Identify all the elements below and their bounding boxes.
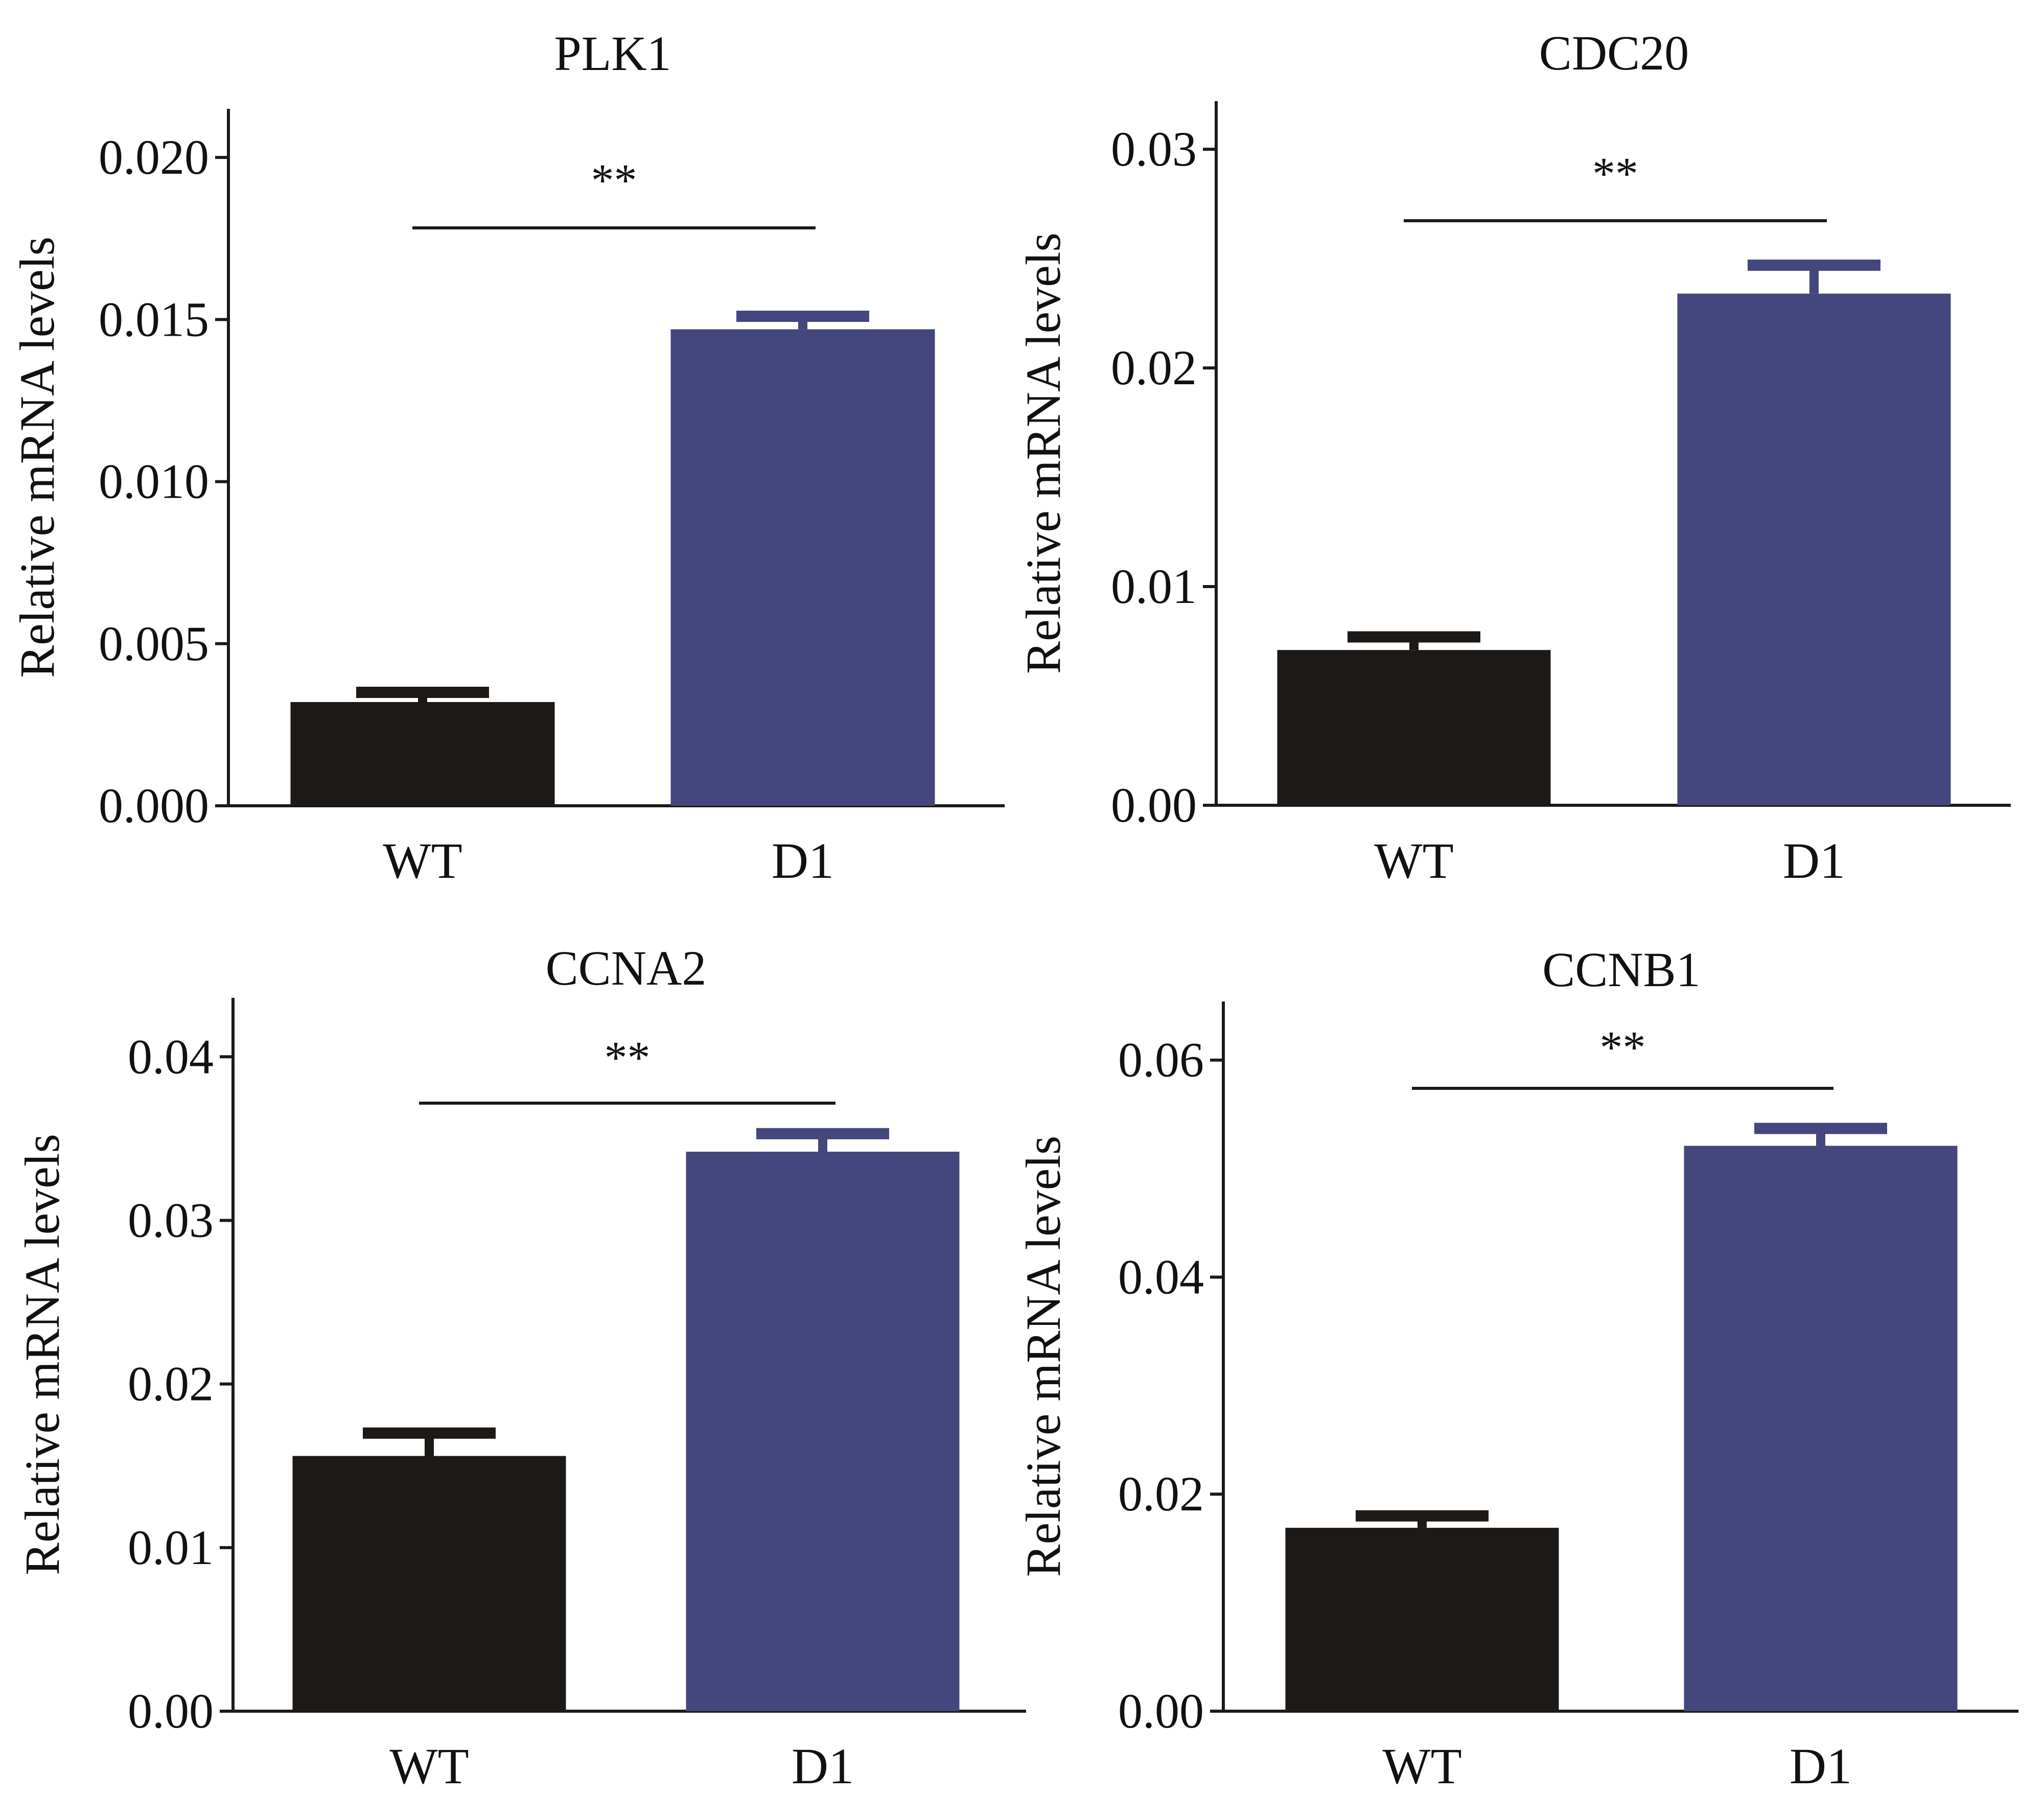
y-tick-label: 0.015 xyxy=(99,292,209,346)
y-tick-label: 0.000 xyxy=(99,778,209,833)
x-tick-label-d1: D1 xyxy=(792,1738,854,1794)
significance-label: ** xyxy=(1600,1022,1646,1073)
chart-title: CCNB1 xyxy=(1542,942,1700,997)
bar-wt xyxy=(1285,1528,1559,1711)
y-tick-label: 0.02 xyxy=(128,1357,214,1411)
y-axis-label: Relative mRNA levels xyxy=(15,1134,69,1575)
y-tick-label: 0.04 xyxy=(128,1029,214,1084)
bar-wt xyxy=(292,1456,566,1711)
significance-label: ** xyxy=(605,1033,651,1083)
bar-wt xyxy=(290,702,555,806)
y-tick-label: 0.06 xyxy=(1118,1033,1204,1087)
chart-panel-ccnb1: CCNB1 Relative mRNA levels 0.00 0.02 0.04 0.0… xyxy=(1016,942,2018,1794)
y-tick-label: 0.00 xyxy=(128,1684,214,1738)
y-tick-label: 0.01 xyxy=(1111,559,1197,614)
bar-d1 xyxy=(1677,293,1951,805)
y-axis-label: Relative mRNA levels xyxy=(10,237,64,678)
y-tick-label: 0.03 xyxy=(128,1193,214,1247)
y-tick-label: 0.00 xyxy=(1118,1684,1204,1738)
y-axis-label: Relative mRNA levels xyxy=(1016,232,1071,674)
chart-title: CDC20 xyxy=(1539,26,1689,80)
y-tick-label: 0.01 xyxy=(128,1520,214,1575)
y-tick-label: 0.03 xyxy=(1111,122,1197,176)
y-axis-label: Relative mRNA levels xyxy=(1016,1136,1071,1577)
x-tick-label-d1: D1 xyxy=(1783,832,1845,889)
y-tick-label: 0.02 xyxy=(1111,340,1197,395)
chart-title: CCNA2 xyxy=(546,941,707,995)
y-tick-label: 0.020 xyxy=(99,130,209,184)
x-tick-label-d1: D1 xyxy=(1790,1738,1852,1794)
bar-d1 xyxy=(686,1151,960,1711)
x-tick-label-wt: WT xyxy=(1374,832,1453,889)
x-tick-label-wt: WT xyxy=(389,1738,469,1794)
significance-label: ** xyxy=(591,155,637,206)
y-tick-label: 0.02 xyxy=(1118,1466,1204,1521)
x-tick-label-wt: WT xyxy=(1382,1738,1461,1794)
bar-d1 xyxy=(1684,1146,1958,1711)
chart-panel-ccna2: CCNA2 Relative mRNA levels 0.00 0.01 0.02 0.0… xyxy=(15,941,1026,1794)
chart-title: PLK1 xyxy=(554,26,671,81)
chart-panel-plk1: PLK1 Relative mRNA levels 0.000 0.005 0.010 0… xyxy=(10,26,1005,889)
y-tick-label: 0.04 xyxy=(1118,1249,1204,1304)
y-tick-label: 0.00 xyxy=(1111,778,1197,832)
y-tick-label: 0.010 xyxy=(99,454,209,509)
x-tick-label-d1: D1 xyxy=(772,832,834,889)
x-tick-label-wt: WT xyxy=(383,832,462,889)
bar-d1 xyxy=(670,329,935,806)
significance-label: ** xyxy=(1592,149,1638,199)
chart-panel-cdc20: CDC20 Relative mRNA levels 0.00 0.01 0.02 0.0… xyxy=(1016,26,2011,889)
y-tick-label: 0.005 xyxy=(99,616,209,671)
bar-wt xyxy=(1277,650,1551,805)
